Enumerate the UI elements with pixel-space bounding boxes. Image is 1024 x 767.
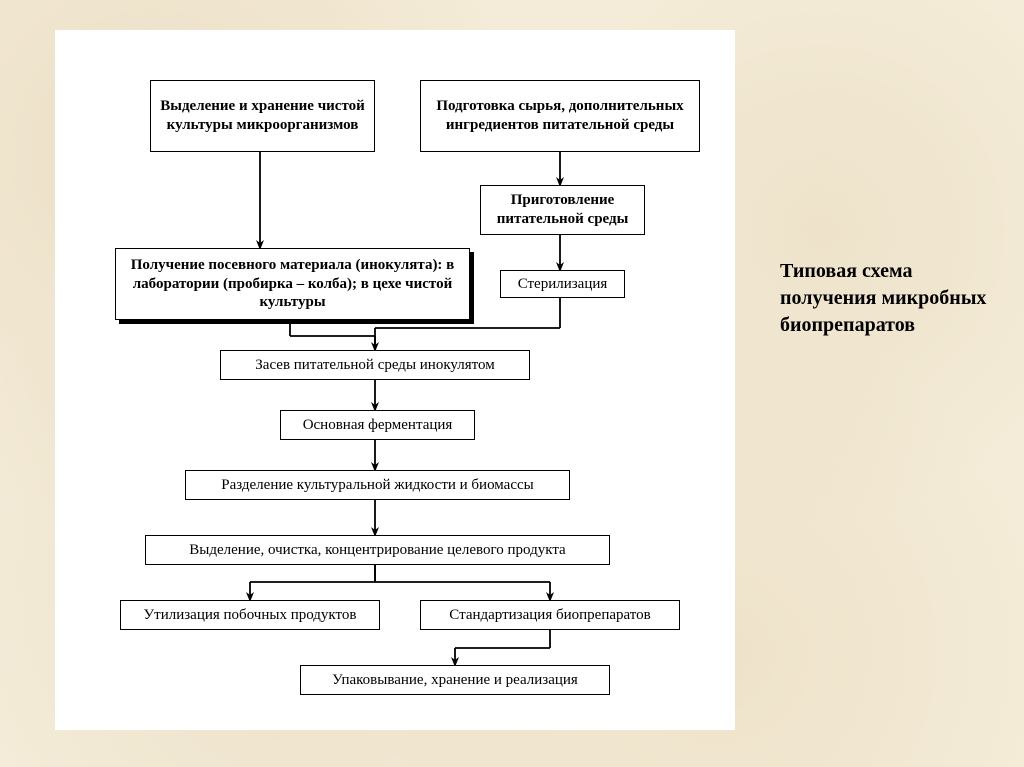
flow-node-label: Основная ферментация	[303, 416, 453, 435]
diagram-panel: Выделение и хранение чистой культуры мик…	[55, 30, 735, 730]
flow-node-n7: Основная ферментация	[280, 410, 475, 440]
flow-node-n12: Упаковывание, хранение и реализация	[300, 665, 610, 695]
flow-node-label: Упаковывание, хранение и реализация	[332, 671, 578, 690]
flow-node-n4: Получение посевного материала (инокулята…	[115, 248, 470, 320]
flow-node-label: Получение посевного материала (инокулята…	[122, 256, 463, 312]
flow-node-n6: Засев питательной среды инокулятом	[220, 350, 530, 380]
flow-node-label: Приготовление питательной среды	[487, 191, 638, 229]
flow-node-label: Выделение и хранение чистой культуры мик…	[157, 97, 368, 135]
flow-node-n3: Приготовление питательной среды	[480, 185, 645, 235]
flow-node-n9: Выделение, очистка, концентрирование цел…	[145, 535, 610, 565]
flow-node-n10: Утилизация побочных продуктов	[120, 600, 380, 630]
flow-node-label: Разделение культуральной жидкости и биом…	[221, 476, 534, 495]
flow-node-label: Стандартизация биопрепаратов	[449, 606, 650, 625]
flow-node-n5: Стерилизация	[500, 270, 625, 298]
flow-node-n2: Подготовка сырья, дополнительных ингреди…	[420, 80, 700, 152]
diagram-caption: Типовая схема получения микробных биопре…	[780, 258, 1000, 339]
flow-node-label: Утилизация побочных продуктов	[144, 606, 357, 625]
flow-node-n8: Разделение культуральной жидкости и биом…	[185, 470, 570, 500]
flow-node-label: Засев питательной среды инокулятом	[255, 356, 494, 375]
flow-node-label: Подготовка сырья, дополнительных ингреди…	[427, 97, 693, 135]
flow-node-label: Выделение, очистка, концентрирование цел…	[189, 541, 565, 560]
flow-node-label: Стерилизация	[518, 275, 608, 294]
flow-node-n11: Стандартизация биопрепаратов	[420, 600, 680, 630]
flow-node-n1: Выделение и хранение чистой культуры мик…	[150, 80, 375, 152]
